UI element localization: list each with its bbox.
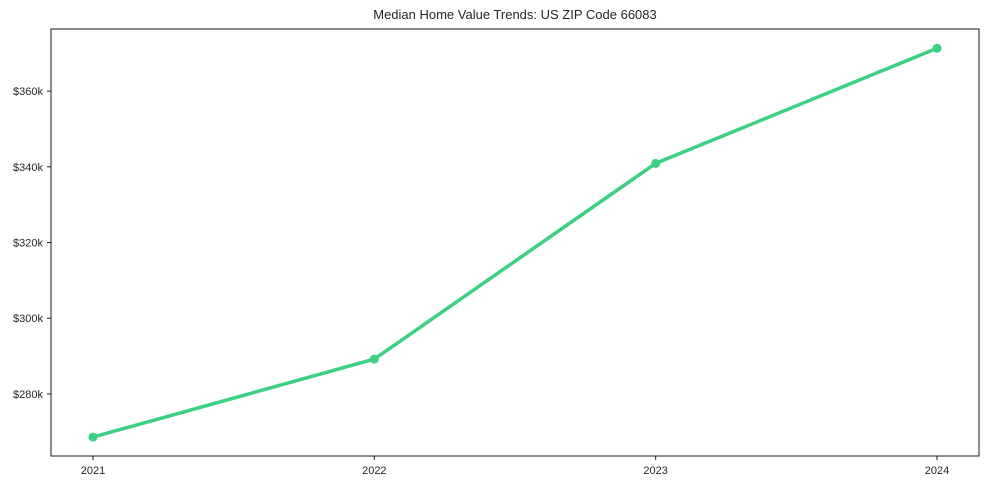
data-point-marker <box>369 354 379 364</box>
y-tick-label: $340k <box>13 162 43 174</box>
y-tick-label: $320k <box>13 238 43 250</box>
data-point-marker <box>651 158 661 168</box>
x-tick-label: 2024 <box>925 465 949 477</box>
y-tick-label: $300k <box>13 313 43 325</box>
x-tick-label: 2022 <box>362 465 386 477</box>
x-tick-label: 2023 <box>643 465 667 477</box>
trend-line <box>91 46 939 439</box>
data-point-marker <box>88 432 98 442</box>
data-point-marker <box>932 43 942 53</box>
y-tick-label: $280k <box>13 389 43 401</box>
chart-title: Median Home Value Trends: US ZIP Code 66… <box>373 7 657 22</box>
plot-frame <box>50 28 980 457</box>
x-tick-label: 2021 <box>81 465 105 477</box>
y-tick-label: $360k <box>13 86 43 98</box>
